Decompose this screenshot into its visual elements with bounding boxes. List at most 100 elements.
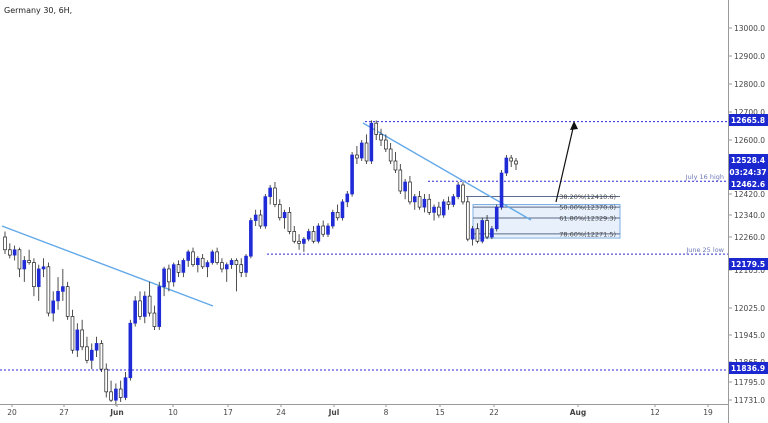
candle-body-up (326, 225, 330, 235)
candle-body-up (504, 157, 509, 174)
candle-body-up (316, 225, 321, 242)
candle-body-down (292, 231, 297, 242)
candle (514, 158, 518, 170)
candle-body-up (94, 343, 99, 351)
candle-body-down (27, 260, 31, 263)
candle (297, 234, 301, 250)
candle (22, 256, 27, 282)
candle (316, 223, 321, 244)
candle-body-up (123, 377, 128, 398)
candle-body-up (12, 249, 17, 256)
candle-body-down (287, 212, 292, 232)
candle-body-up (340, 201, 345, 219)
candle (509, 155, 513, 167)
candle-body-up (451, 196, 456, 205)
candle-body-up (456, 184, 460, 197)
candle (27, 249, 31, 265)
candle (244, 254, 248, 278)
candle (302, 237, 306, 252)
candle-body-up (268, 187, 272, 197)
candle-body-down (65, 286, 70, 317)
candle (393, 152, 398, 173)
candle-body-up (263, 196, 268, 227)
candle-body-up (412, 196, 417, 203)
candle-body-up (157, 286, 162, 327)
candle-body-up (89, 349, 94, 361)
candle-body-down (393, 160, 398, 171)
price-tag: 12462.6 (729, 178, 768, 190)
candle-body-down (437, 206, 441, 216)
candle-body-down (297, 240, 301, 244)
x-tick-label: 24 (276, 408, 286, 417)
candle-body-up (143, 295, 147, 317)
x-tick-label: Aug (570, 408, 587, 417)
candle (388, 143, 393, 164)
candle-body-up (470, 228, 475, 240)
candle-body-down (509, 157, 513, 162)
candle-body-down (17, 249, 22, 270)
trendline-left (1, 225, 214, 307)
candle (311, 226, 316, 244)
time-axis: 20 27 Jun 10 17 24 Jul 8 15 22 Aug 12 19 (7, 404, 713, 417)
price-tag-bg (729, 362, 768, 374)
levels-layer: July 16 high June 25 low (0, 121, 728, 371)
candle (437, 201, 441, 218)
price-tag: 03:24:37 (729, 166, 768, 178)
candle-body-up (205, 262, 210, 268)
candle-body-up (162, 268, 166, 287)
candle (36, 264, 41, 301)
candle-body-down (176, 264, 181, 273)
candle (70, 309, 75, 354)
candle-body-up (22, 260, 27, 270)
candle-body-down (427, 198, 432, 213)
fib-label: 50.00%(12370.0) (559, 204, 616, 212)
price-tag-bg (729, 178, 768, 190)
candle (331, 209, 335, 229)
candle (292, 226, 297, 244)
candle (94, 336, 99, 357)
candle (181, 258, 186, 278)
y-tick-label: 11795.0 (734, 378, 765, 387)
candle-body-up (499, 172, 504, 208)
candle-body-up (359, 142, 364, 159)
candle (359, 140, 364, 161)
price-tag-label: 11836.9 (731, 364, 765, 373)
projection-arrow-line (555, 123, 575, 203)
candle (490, 226, 494, 240)
candle (162, 266, 166, 297)
candle-body-up (224, 264, 229, 270)
candle-body-down (8, 249, 12, 256)
candle-body-up (186, 251, 190, 261)
candle-body-down (461, 184, 465, 203)
candle (32, 258, 36, 297)
candle (167, 264, 171, 292)
candle (417, 191, 422, 210)
candle (475, 223, 480, 244)
candle (12, 245, 17, 261)
candle (200, 254, 205, 269)
candle-body-up (56, 291, 60, 302)
candle-body-down (104, 368, 109, 393)
price-tag: 12528.4 (729, 154, 768, 166)
candle-body-down (335, 212, 340, 219)
candle (85, 336, 89, 364)
candle (470, 226, 475, 246)
candle-body-down (46, 266, 51, 314)
x-tick-label: 12 (650, 408, 660, 417)
price-tag-bg (729, 154, 768, 166)
candle-body-up (494, 206, 499, 230)
candle-body-down (485, 220, 489, 238)
candle (321, 220, 325, 237)
candle-body-up (36, 268, 41, 287)
y-tick-label: 11731.0 (734, 396, 765, 405)
candle-body-down (147, 295, 152, 314)
price-tag-bg (729, 166, 768, 178)
candle (17, 247, 22, 278)
candle-body-up (302, 238, 306, 244)
y-tick-label: 13000.0 (734, 24, 765, 33)
candle (369, 120, 374, 164)
candle-body-up (51, 300, 56, 314)
